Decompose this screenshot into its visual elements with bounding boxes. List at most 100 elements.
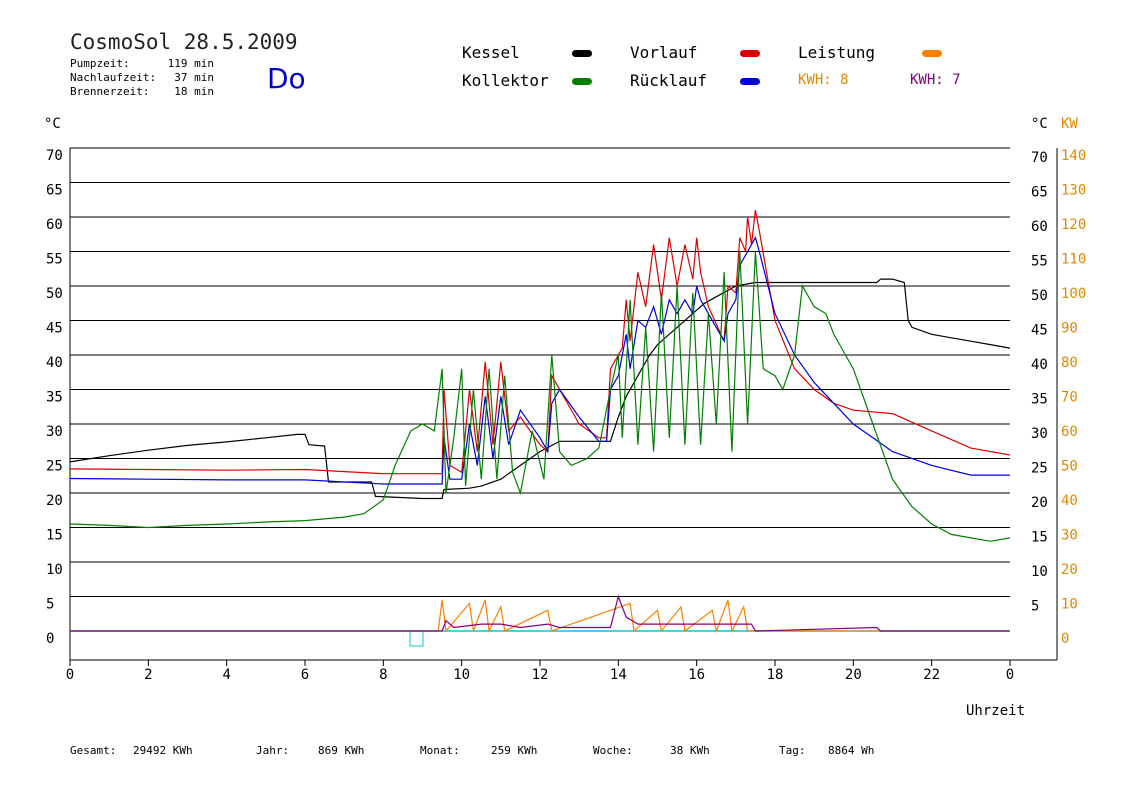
right-power-unit: KW	[1061, 116, 1078, 132]
info-label: Pumpzeit:	[70, 57, 130, 70]
chart-title: CosmoSol 28.5.2009	[70, 30, 298, 54]
right-power-tick-label: 40	[1061, 493, 1078, 509]
info-value: 119 min	[167, 57, 214, 70]
y-tick-label: 65	[46, 183, 63, 199]
right-temp-tick-label: 60	[1031, 219, 1048, 235]
footer-label: Gesamt:	[70, 744, 117, 757]
y-tick-label: 50	[46, 286, 63, 302]
right-power-tick-label: 0	[1061, 631, 1069, 647]
y-tick-label: 20	[46, 493, 63, 509]
legend-label: Vorlauf	[630, 43, 698, 62]
info-label: Nachlaufzeit:	[70, 71, 157, 84]
x-tick-label: 16	[688, 667, 705, 683]
footer-value: 38 KWh	[670, 744, 710, 757]
x-tick-label: 20	[845, 667, 862, 683]
right-power-tick-label: 10	[1061, 597, 1078, 613]
x-tick-label: 6	[301, 667, 309, 683]
right-temp-tick-label: 10	[1031, 564, 1048, 580]
right-temp-tick-label: 25	[1031, 461, 1048, 477]
right-temp-tick-label: 35	[1031, 392, 1048, 408]
info-label: Brennerzeit:	[70, 85, 150, 98]
y-tick-label: 10	[46, 562, 63, 578]
footer-value: 869 KWh	[318, 744, 365, 757]
right-power-tick-label: 20	[1061, 562, 1078, 578]
kwh-label: KWH: 7	[910, 72, 961, 88]
marker-square	[409, 630, 424, 647]
series-line	[70, 599, 1010, 634]
y-tick-label: 70	[46, 148, 63, 164]
x-tick-label: 2	[144, 667, 152, 683]
right-temp-tick-label: 40	[1031, 357, 1048, 373]
right-power-tick-label: 140	[1061, 148, 1086, 164]
y-tick-label: 30	[46, 424, 63, 440]
y-tick-label: 35	[46, 390, 63, 406]
x-tick-label: 4	[222, 667, 230, 683]
x-axis-label: Uhrzeit	[966, 703, 1025, 719]
x-tick-label: 14	[610, 667, 627, 683]
right-power-tick-label: 90	[1061, 321, 1078, 337]
y-tick-label: 25	[46, 459, 63, 475]
footer-label: Tag:	[779, 744, 806, 757]
right-temp-tick-label: 20	[1031, 495, 1048, 511]
right-power-tick-label: 120	[1061, 217, 1086, 233]
footer-value: 8864 Wh	[828, 744, 875, 757]
footer-label: Jahr:	[256, 744, 290, 757]
y-tick-label: 15	[46, 528, 63, 544]
series-line	[69, 251, 1011, 542]
right-power-tick-label: 100	[1061, 286, 1086, 302]
right-temp-tick-label: 45	[1031, 323, 1048, 339]
x-tick-label: 12	[532, 667, 549, 683]
x-tick-label: 0	[1006, 667, 1014, 683]
right-temp-tick-label: 70	[1031, 150, 1048, 166]
y-tick-label: 60	[46, 217, 63, 233]
info-value: 37 min	[174, 71, 214, 84]
right-power-tick-label: 50	[1061, 459, 1078, 475]
x-tick-label: 8	[379, 667, 387, 683]
right-power-tick-label: 130	[1061, 183, 1086, 199]
legend-label: Leistung	[798, 43, 876, 62]
footer-value: 259 KWh	[491, 744, 538, 757]
right-temp-unit: °C	[1031, 116, 1048, 132]
y-tick-label: 0	[46, 631, 54, 647]
right-power-tick-label: 80	[1061, 355, 1078, 371]
series-line	[70, 594, 1010, 632]
legend-label: Kollektor	[462, 71, 549, 90]
right-temp-tick-label: 5	[1031, 599, 1039, 615]
x-tick-label: 10	[453, 667, 470, 683]
y-tick-label: 5	[46, 597, 54, 613]
x-tick-label: 18	[767, 667, 784, 683]
right-temp-tick-label: 50	[1031, 288, 1048, 304]
legend-label: Rücklauf	[630, 71, 708, 90]
x-tick-label: 0	[66, 667, 74, 683]
right-power-tick-label: 70	[1061, 390, 1078, 406]
info-row: Nachlaufzeit: 37 min	[70, 71, 214, 84]
weekday-label: Do	[267, 62, 306, 95]
footer-label: Monat:	[420, 744, 460, 757]
legend-swatch	[572, 50, 592, 57]
legend-swatch	[740, 78, 760, 85]
info-value: 18 min	[174, 85, 214, 98]
legend-label: Kessel	[462, 43, 520, 62]
legend-swatch	[922, 50, 942, 57]
y-axis-unit: °C	[44, 116, 61, 132]
series-line	[69, 278, 1011, 500]
kwh-label: KWH: 8	[798, 72, 849, 88]
right-temp-tick-label: 65	[1031, 185, 1048, 201]
right-power-tick-label: 60	[1061, 424, 1078, 440]
y-tick-label: 45	[46, 321, 63, 337]
y-tick-label: 40	[46, 355, 63, 371]
right-temp-tick-label: 55	[1031, 254, 1048, 270]
y-tick-label: 55	[46, 252, 63, 268]
legend-swatch	[572, 78, 592, 85]
right-temp-tick-label: 15	[1031, 530, 1048, 546]
right-temp-tick-label: 30	[1031, 426, 1048, 442]
footer-label: Woche:	[593, 744, 633, 757]
series-line	[69, 209, 1011, 475]
right-power-tick-label: 110	[1061, 252, 1086, 268]
info-row: Brennerzeit: 18 min	[70, 85, 214, 98]
info-row: Pumpzeit: 119 min	[70, 57, 214, 70]
footer-value: 29492 KWh	[133, 744, 193, 757]
right-power-tick-label: 30	[1061, 528, 1078, 544]
legend-swatch	[740, 50, 760, 57]
